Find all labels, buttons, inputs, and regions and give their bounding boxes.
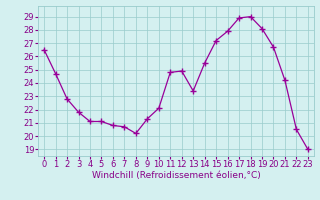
- X-axis label: Windchill (Refroidissement éolien,°C): Windchill (Refroidissement éolien,°C): [92, 171, 260, 180]
